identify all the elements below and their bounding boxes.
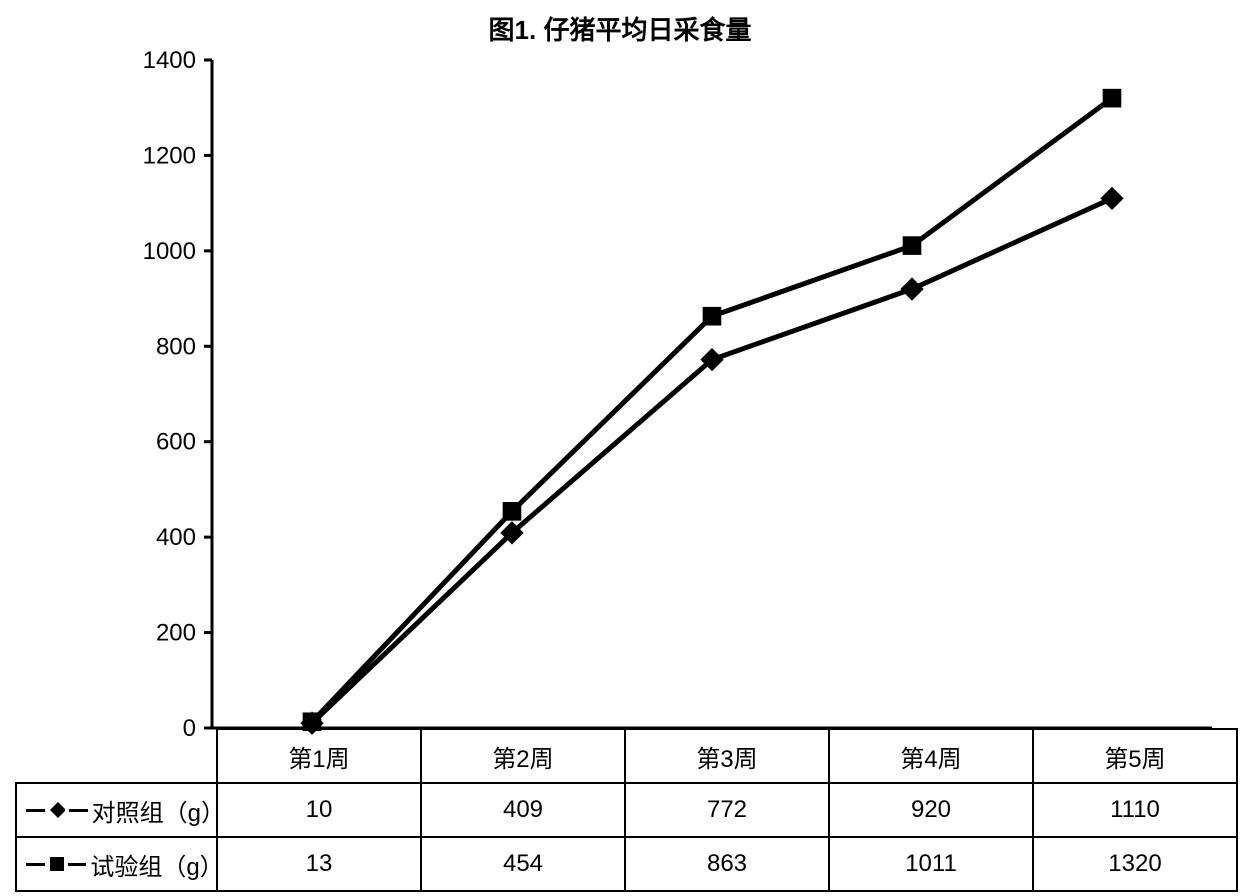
x-category-label: 第4周 bbox=[829, 729, 1033, 783]
series-label: 对照组（g） bbox=[92, 793, 215, 828]
x-category-label: 第5周 bbox=[1033, 729, 1237, 783]
svg-text:1200: 1200 bbox=[143, 142, 196, 169]
x-category-label: 第1周 bbox=[217, 729, 421, 783]
data-cell: 1011 bbox=[829, 837, 1033, 891]
svg-text:400: 400 bbox=[156, 524, 196, 551]
svg-text:1000: 1000 bbox=[143, 238, 196, 265]
svg-text:200: 200 bbox=[156, 620, 196, 647]
series-label: 试验组（g） bbox=[90, 847, 215, 882]
data-cell: 10 bbox=[217, 783, 421, 837]
svg-text:800: 800 bbox=[156, 333, 196, 360]
data-cell: 1320 bbox=[1033, 837, 1237, 891]
svg-text:600: 600 bbox=[156, 429, 196, 456]
data-cell: 409 bbox=[421, 783, 625, 837]
data-cell: 920 bbox=[829, 783, 1033, 837]
legend-item-0: 对照组（g） bbox=[18, 793, 215, 828]
data-cell: 863 bbox=[625, 837, 829, 891]
svg-text:1400: 1400 bbox=[143, 47, 196, 74]
data-cell: 772 bbox=[625, 783, 829, 837]
data-cell: 13 bbox=[217, 837, 421, 891]
data-cell: 454 bbox=[421, 837, 625, 891]
data-cell: 1110 bbox=[1033, 783, 1237, 837]
data-table: 第1周第2周第3周第4周第5周对照组（g）104097729201110 试验组（… bbox=[15, 728, 1238, 892]
legend-item-1: 试验组（g） bbox=[18, 847, 215, 882]
x-category-label: 第3周 bbox=[625, 729, 829, 783]
x-category-label: 第2周 bbox=[421, 729, 625, 783]
